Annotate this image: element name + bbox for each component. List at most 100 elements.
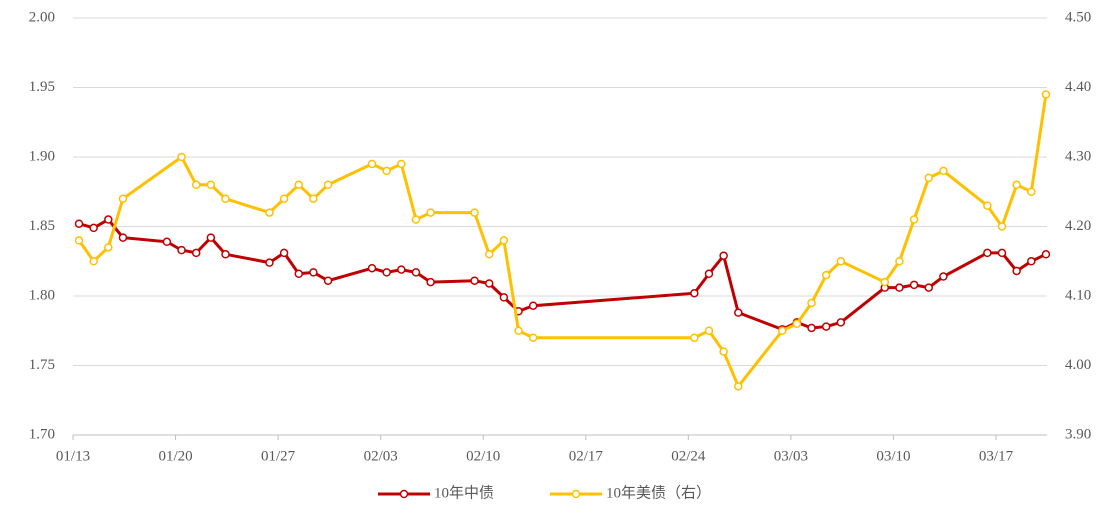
y2-tick-label: 3.90 — [1065, 426, 1091, 442]
data-point — [191, 248, 201, 258]
data-point — [704, 326, 714, 335]
data-point — [983, 201, 992, 210]
legend-marker — [571, 489, 581, 499]
data-point — [470, 276, 479, 285]
data-point — [1027, 187, 1036, 196]
data-point — [1041, 90, 1051, 99]
data-point — [704, 269, 714, 279]
data-point — [426, 277, 435, 287]
data-point — [104, 243, 113, 252]
data-point — [997, 248, 1007, 258]
y2-tick-label: 4.10 — [1065, 287, 1091, 303]
data-point — [514, 326, 523, 335]
data-point — [484, 279, 494, 288]
data-point — [895, 283, 904, 292]
data-point — [309, 194, 318, 203]
data-point — [265, 208, 274, 217]
y2-tick-label: 4.20 — [1065, 218, 1091, 234]
data-point — [118, 233, 128, 242]
data-point — [777, 326, 787, 335]
data-point — [895, 257, 904, 266]
data-point — [382, 166, 391, 176]
data-point — [924, 173, 933, 183]
data-point — [279, 194, 289, 203]
data-point — [221, 194, 230, 203]
data-point — [206, 180, 216, 190]
y-tick-label: 1.70 — [29, 426, 55, 442]
data-point — [397, 159, 406, 169]
data-point — [821, 322, 831, 331]
x-tick-label: 01/27 — [261, 448, 296, 464]
x-tick-label: 02/24 — [671, 448, 706, 464]
data-point — [104, 215, 113, 224]
data-point — [323, 180, 333, 190]
data-point — [939, 272, 948, 281]
legend-label: 10年中债 — [434, 484, 494, 501]
data-point — [323, 276, 333, 285]
y-tick-label: 1.75 — [29, 357, 55, 373]
y-tick-label: 2.00 — [29, 9, 55, 25]
data-point — [177, 245, 186, 255]
legend-label: 10年美债（右） — [606, 484, 711, 501]
data-point — [397, 265, 406, 274]
data-point — [89, 257, 98, 266]
data-point — [411, 268, 421, 277]
data-point — [206, 233, 216, 242]
data-point — [499, 293, 509, 302]
data-point — [367, 159, 377, 169]
x-tick-label: 01/20 — [158, 448, 192, 464]
x-tick-label: 01/13 — [56, 448, 90, 464]
data-point — [690, 288, 699, 298]
data-point — [528, 301, 538, 310]
data-point — [734, 308, 743, 317]
data-point — [939, 166, 948, 176]
y2-tick-label: 4.00 — [1065, 357, 1091, 373]
y-tick-label: 1.95 — [29, 79, 55, 95]
data-point — [1027, 257, 1036, 266]
data-point — [484, 250, 494, 259]
x-tick-label: 02/17 — [569, 448, 604, 464]
data-point — [265, 258, 274, 267]
data-point — [177, 152, 186, 162]
y-tick-label: 1.80 — [29, 287, 55, 303]
data-point — [74, 219, 84, 228]
data-point — [74, 236, 84, 245]
data-point — [411, 215, 421, 224]
data-point — [191, 180, 201, 190]
y2-tick-label: 4.30 — [1065, 148, 1091, 164]
data-point — [690, 333, 699, 342]
data-point — [880, 277, 890, 287]
data-point — [836, 318, 846, 327]
data-point — [499, 236, 509, 245]
data-point — [294, 269, 304, 279]
data-point — [909, 215, 919, 224]
data-point — [367, 263, 377, 273]
y-tick-label: 1.90 — [29, 148, 55, 164]
data-point — [734, 382, 743, 391]
data-point — [924, 283, 933, 292]
data-point — [983, 248, 992, 258]
data-point — [426, 208, 435, 217]
series-line — [78, 217, 1047, 331]
data-point — [89, 223, 98, 233]
series-line — [77, 94, 1048, 390]
data-point — [909, 280, 919, 290]
x-tick-label: 03/10 — [876, 448, 910, 464]
y-tick-label: 1.85 — [29, 218, 55, 234]
data-point — [1012, 266, 1021, 276]
data-point — [528, 333, 538, 342]
y2-tick-label: 4.40 — [1065, 79, 1091, 95]
data-point — [807, 323, 816, 333]
data-point — [162, 237, 172, 247]
data-point — [118, 194, 128, 203]
data-point — [807, 298, 816, 308]
data-point — [221, 250, 230, 259]
x-tick-label: 02/10 — [466, 448, 500, 464]
data-point — [470, 208, 479, 217]
x-tick-label: 03/17 — [979, 448, 1014, 464]
x-tick-label: 02/03 — [364, 448, 398, 464]
y2-tick-label: 4.50 — [1065, 9, 1091, 25]
data-point — [719, 347, 728, 356]
legend-marker — [399, 489, 409, 499]
